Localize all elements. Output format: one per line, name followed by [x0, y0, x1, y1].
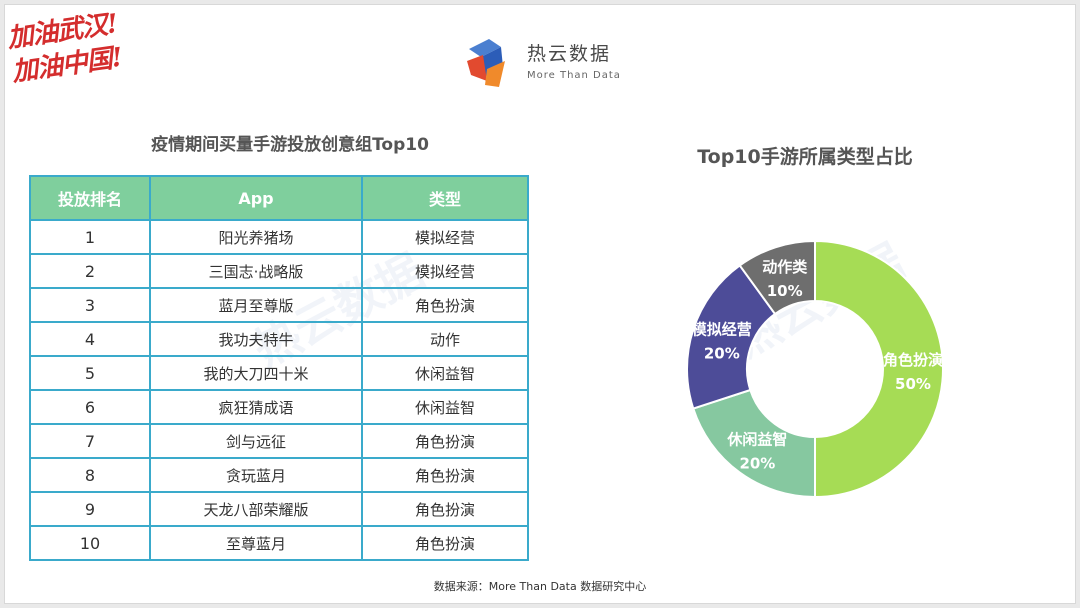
header-type: 类型 [361, 175, 529, 221]
brand-name: 热云数据 [527, 43, 612, 65]
donut-slice [686, 264, 777, 410]
table-row: 4 我功夫特牛 动作 [29, 321, 529, 357]
slice-label: 动作类 [762, 258, 808, 276]
slice-percent: 20% [739, 454, 775, 472]
app-cell: 三国志·战略版 [149, 253, 363, 289]
type-cell: 动作 [361, 321, 529, 357]
brand-tagline: More Than Data [527, 70, 621, 81]
rank-cell: 10 [29, 525, 151, 561]
table-row: 10 至尊蓝月 角色扮演 [29, 525, 529, 561]
rank-cell: 6 [29, 389, 151, 425]
type-cell: 休闲益智 [361, 355, 529, 391]
slice-percent: 20% [704, 345, 740, 363]
slogan-logo: 加油武汉! 加油中国! [5, 5, 145, 113]
slice-label: 休闲益智 [726, 430, 787, 448]
app-cell: 天龙八部荣耀版 [149, 491, 363, 527]
rank-cell: 5 [29, 355, 151, 391]
type-cell: 角色扮演 [361, 491, 529, 527]
app-cell: 至尊蓝月 [149, 525, 363, 561]
header-rank: 投放排名 [29, 175, 151, 221]
type-cell: 休闲益智 [361, 389, 529, 425]
donut-slice [738, 239, 816, 316]
app-cell: 疯狂猜成语 [149, 389, 363, 425]
table-title: 疫情期间买量手游投放创意组Top10 [151, 135, 429, 155]
header-app: App [149, 175, 363, 221]
donut-slice [692, 388, 816, 499]
table-row: 6 疯狂猜成语 休闲益智 [29, 389, 529, 425]
brand-cube-icon [467, 39, 505, 87]
slide: 热云数据 热云数据 加油武汉! 加油中国! 热云数据 More Than Dat… [4, 4, 1076, 604]
type-cell: 角色扮演 [361, 287, 529, 323]
app-cell: 阳光养猪场 [149, 219, 363, 255]
table-row: 8 贪玩蓝月 角色扮演 [29, 457, 529, 493]
brand-logo: 热云数据 More Than Data [463, 35, 663, 91]
rank-cell: 1 [29, 219, 151, 255]
rank-cell: 3 [29, 287, 151, 323]
table-row: 7 剑与远征 角色扮演 [29, 423, 529, 459]
app-cell: 蓝月至尊版 [149, 287, 363, 323]
app-cell: 我的大刀四十米 [149, 355, 363, 391]
rank-cell: 4 [29, 321, 151, 357]
table-row: 9 天龙八部荣耀版 角色扮演 [29, 491, 529, 527]
rank-cell: 2 [29, 253, 151, 289]
app-cell: 我功夫特牛 [149, 321, 363, 357]
rank-cell: 8 [29, 457, 151, 493]
type-cell: 模拟经营 [361, 219, 529, 255]
rank-cell: 9 [29, 491, 151, 527]
slice-label: 模拟经营 [692, 321, 752, 339]
type-cell: 模拟经营 [361, 253, 529, 289]
type-cell: 角色扮演 [361, 423, 529, 459]
app-cell: 贪玩蓝月 [149, 457, 363, 493]
slice-percent: 10% [767, 282, 803, 300]
table-row: 2 三国志·战略版 模拟经营 [29, 253, 529, 289]
data-source: 数据来源：More Than Data 数据研究中心 [433, 580, 647, 593]
donut-slice [814, 239, 944, 499]
app-cell: 剑与远征 [149, 423, 363, 459]
table-row: 5 我的大刀四十米 休闲益智 [29, 355, 529, 391]
slice-percent: 50% [895, 375, 931, 393]
donut-chart: 角色扮演 50% 休闲益智 20% 模拟经营 20% 动作类 10% [686, 239, 944, 499]
table-header-row: 投放排名 App 类型 [29, 175, 529, 221]
table-row: 3 蓝月至尊版 角色扮演 [29, 287, 529, 323]
chart-title: Top10手游所属类型占比 [697, 146, 913, 168]
rank-cell: 7 [29, 423, 151, 459]
slice-label: 角色扮演 [883, 351, 943, 369]
ranking-table: 投放排名 App 类型 1 阳光养猪场 模拟经营 2 三国志·战略版 模拟经营 3 蓝月至尊版… [29, 175, 529, 561]
type-cell: 角色扮演 [361, 525, 529, 561]
table-row: 1 阳光养猪场 模拟经营 [29, 219, 529, 255]
type-cell: 角色扮演 [361, 457, 529, 493]
